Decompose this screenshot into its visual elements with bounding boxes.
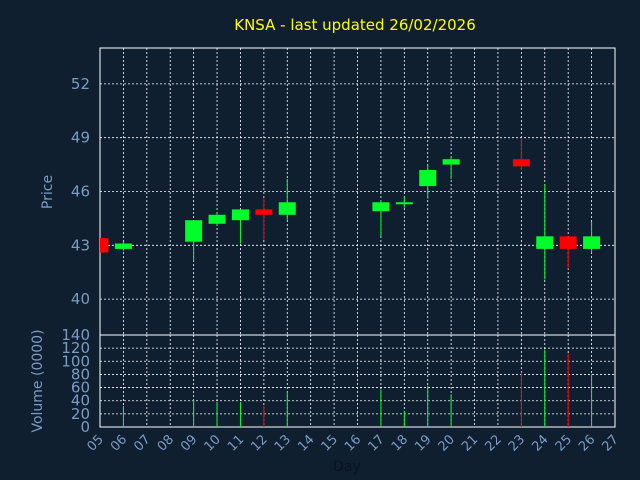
volume-tick-label: 40 [71, 392, 90, 410]
candle-body [512, 159, 530, 167]
volume-tick-label: 60 [71, 379, 90, 397]
candle-body [442, 159, 460, 165]
volume-tick-label: 0 [80, 418, 90, 436]
price-tick-label: 52 [71, 75, 90, 93]
candle-body [231, 209, 249, 221]
candle-body [536, 236, 554, 249]
candle-body [559, 236, 577, 249]
candle-body [583, 236, 601, 249]
volume-tick-label: 140 [61, 326, 90, 344]
candle-body [419, 169, 437, 187]
price-tick-label: 49 [71, 129, 90, 147]
price-panel: 40 43 46 49 52 [71, 47, 616, 336]
volume-panel: 05 06 07 08 09 10 11 12 13 14 15 16 17 18 19 20 21 22 23 24… [61, 326, 621, 455]
volume-tick-label: 20 [71, 405, 90, 423]
candle-body [185, 220, 203, 242]
x-axis-label: Day [333, 459, 361, 475]
volume-tick-label: 80 [71, 365, 90, 383]
price-axis-label: Price [40, 175, 56, 209]
candle-body [100, 238, 109, 253]
candles-group [100, 137, 601, 280]
candle-body [395, 202, 413, 205]
chart-title: KNSA - last updated 26/02/2026 [234, 16, 476, 34]
volume-tick-label: 100 [61, 352, 90, 370]
candle-body [372, 202, 390, 212]
price-tick-label: 46 [71, 183, 90, 201]
price-tick-label: 40 [71, 290, 90, 308]
candle-body [278, 202, 296, 215]
candle-body [208, 214, 226, 224]
volume-axis-label: Volume (0000) [30, 329, 46, 432]
volume-tick-label: 120 [61, 339, 90, 357]
candle-body [114, 243, 132, 249]
price-tick-label: 43 [71, 236, 90, 254]
candle-body [255, 209, 273, 215]
